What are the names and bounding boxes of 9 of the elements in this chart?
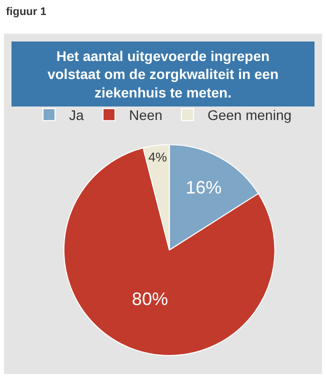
chart-title: Het aantal uitgevoerde ingrepen volstaat om de zorgkwaliteit in een ziekenhuis te meten. — [47, 48, 279, 100]
data-label: 16% — [186, 178, 222, 198]
legend-label: Neen — [129, 107, 162, 124]
legend-label: Ja — [69, 107, 84, 124]
data-label: 4% — [148, 149, 167, 164]
legend-label: Geen mening — [207, 107, 292, 124]
text: figuur 1 — [6, 6, 46, 18]
data-label: 80% — [132, 289, 168, 310]
pie-slice — [63, 147, 276, 356]
